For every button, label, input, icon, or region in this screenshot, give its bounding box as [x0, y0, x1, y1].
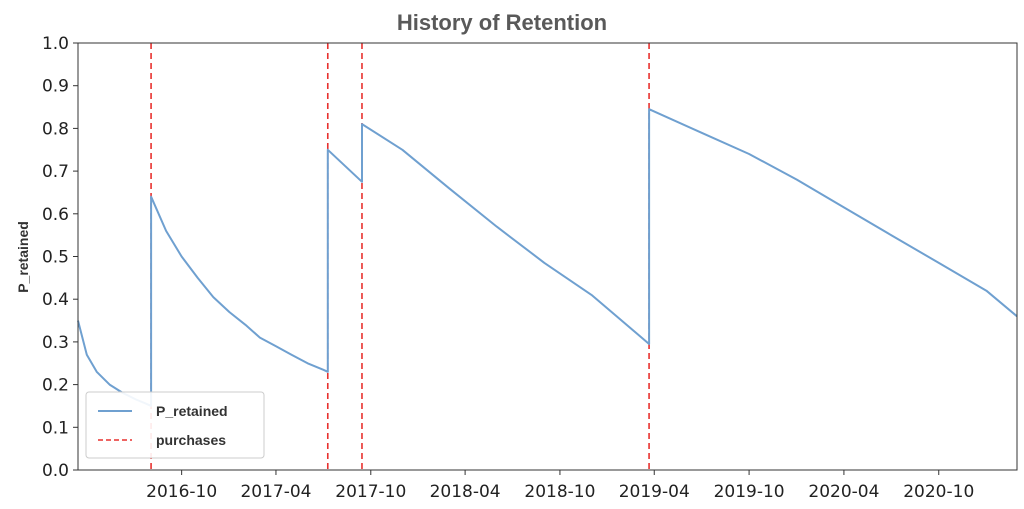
y-tick-label: 0.8 — [42, 119, 69, 139]
x-tick-label: 2017-04 — [240, 482, 311, 502]
y-tick-label: 0.5 — [42, 248, 69, 268]
x-tick-label: 2018-04 — [430, 482, 501, 502]
y-tick-label: 0.2 — [42, 376, 69, 396]
y-tick-label: 1.0 — [42, 34, 69, 54]
y-tick-label: 0.7 — [42, 162, 69, 182]
plot-area: 0.0 0.1 0.2 0.3 0.4 0.5 0.6 0.7 0.8 0.9 1.0 2016-10… — [42, 34, 1018, 502]
legend: P_retained purchases — [85, 391, 265, 459]
y-axis-label: P_retained — [15, 221, 31, 293]
legend-label-purchases: purchases — [156, 432, 226, 448]
x-tick-label: 2019-10 — [714, 482, 785, 502]
chart-title: History of Retention — [397, 10, 607, 35]
legend-label-retained: P_retained — [156, 403, 228, 419]
x-tick-label: 2020-10 — [903, 482, 974, 502]
retention-line — [77, 108, 1018, 407]
x-tick-label: 2017-10 — [335, 482, 406, 502]
y-tick-label: 0.6 — [42, 205, 69, 225]
x-tick-label: 2019-04 — [619, 482, 690, 502]
x-tick-label: 2020-04 — [808, 482, 879, 502]
y-tick-label: 0.4 — [42, 290, 69, 310]
y-tick-label: 0.1 — [42, 418, 69, 438]
y-tick-label: 0.3 — [42, 333, 69, 353]
x-tick-label: 2016-10 — [146, 482, 217, 502]
x-tick-label: 2018-10 — [524, 482, 595, 502]
legend-box — [85, 391, 265, 459]
y-tick-label: 0.0 — [42, 461, 69, 481]
y-tick-label: 0.9 — [42, 77, 69, 97]
